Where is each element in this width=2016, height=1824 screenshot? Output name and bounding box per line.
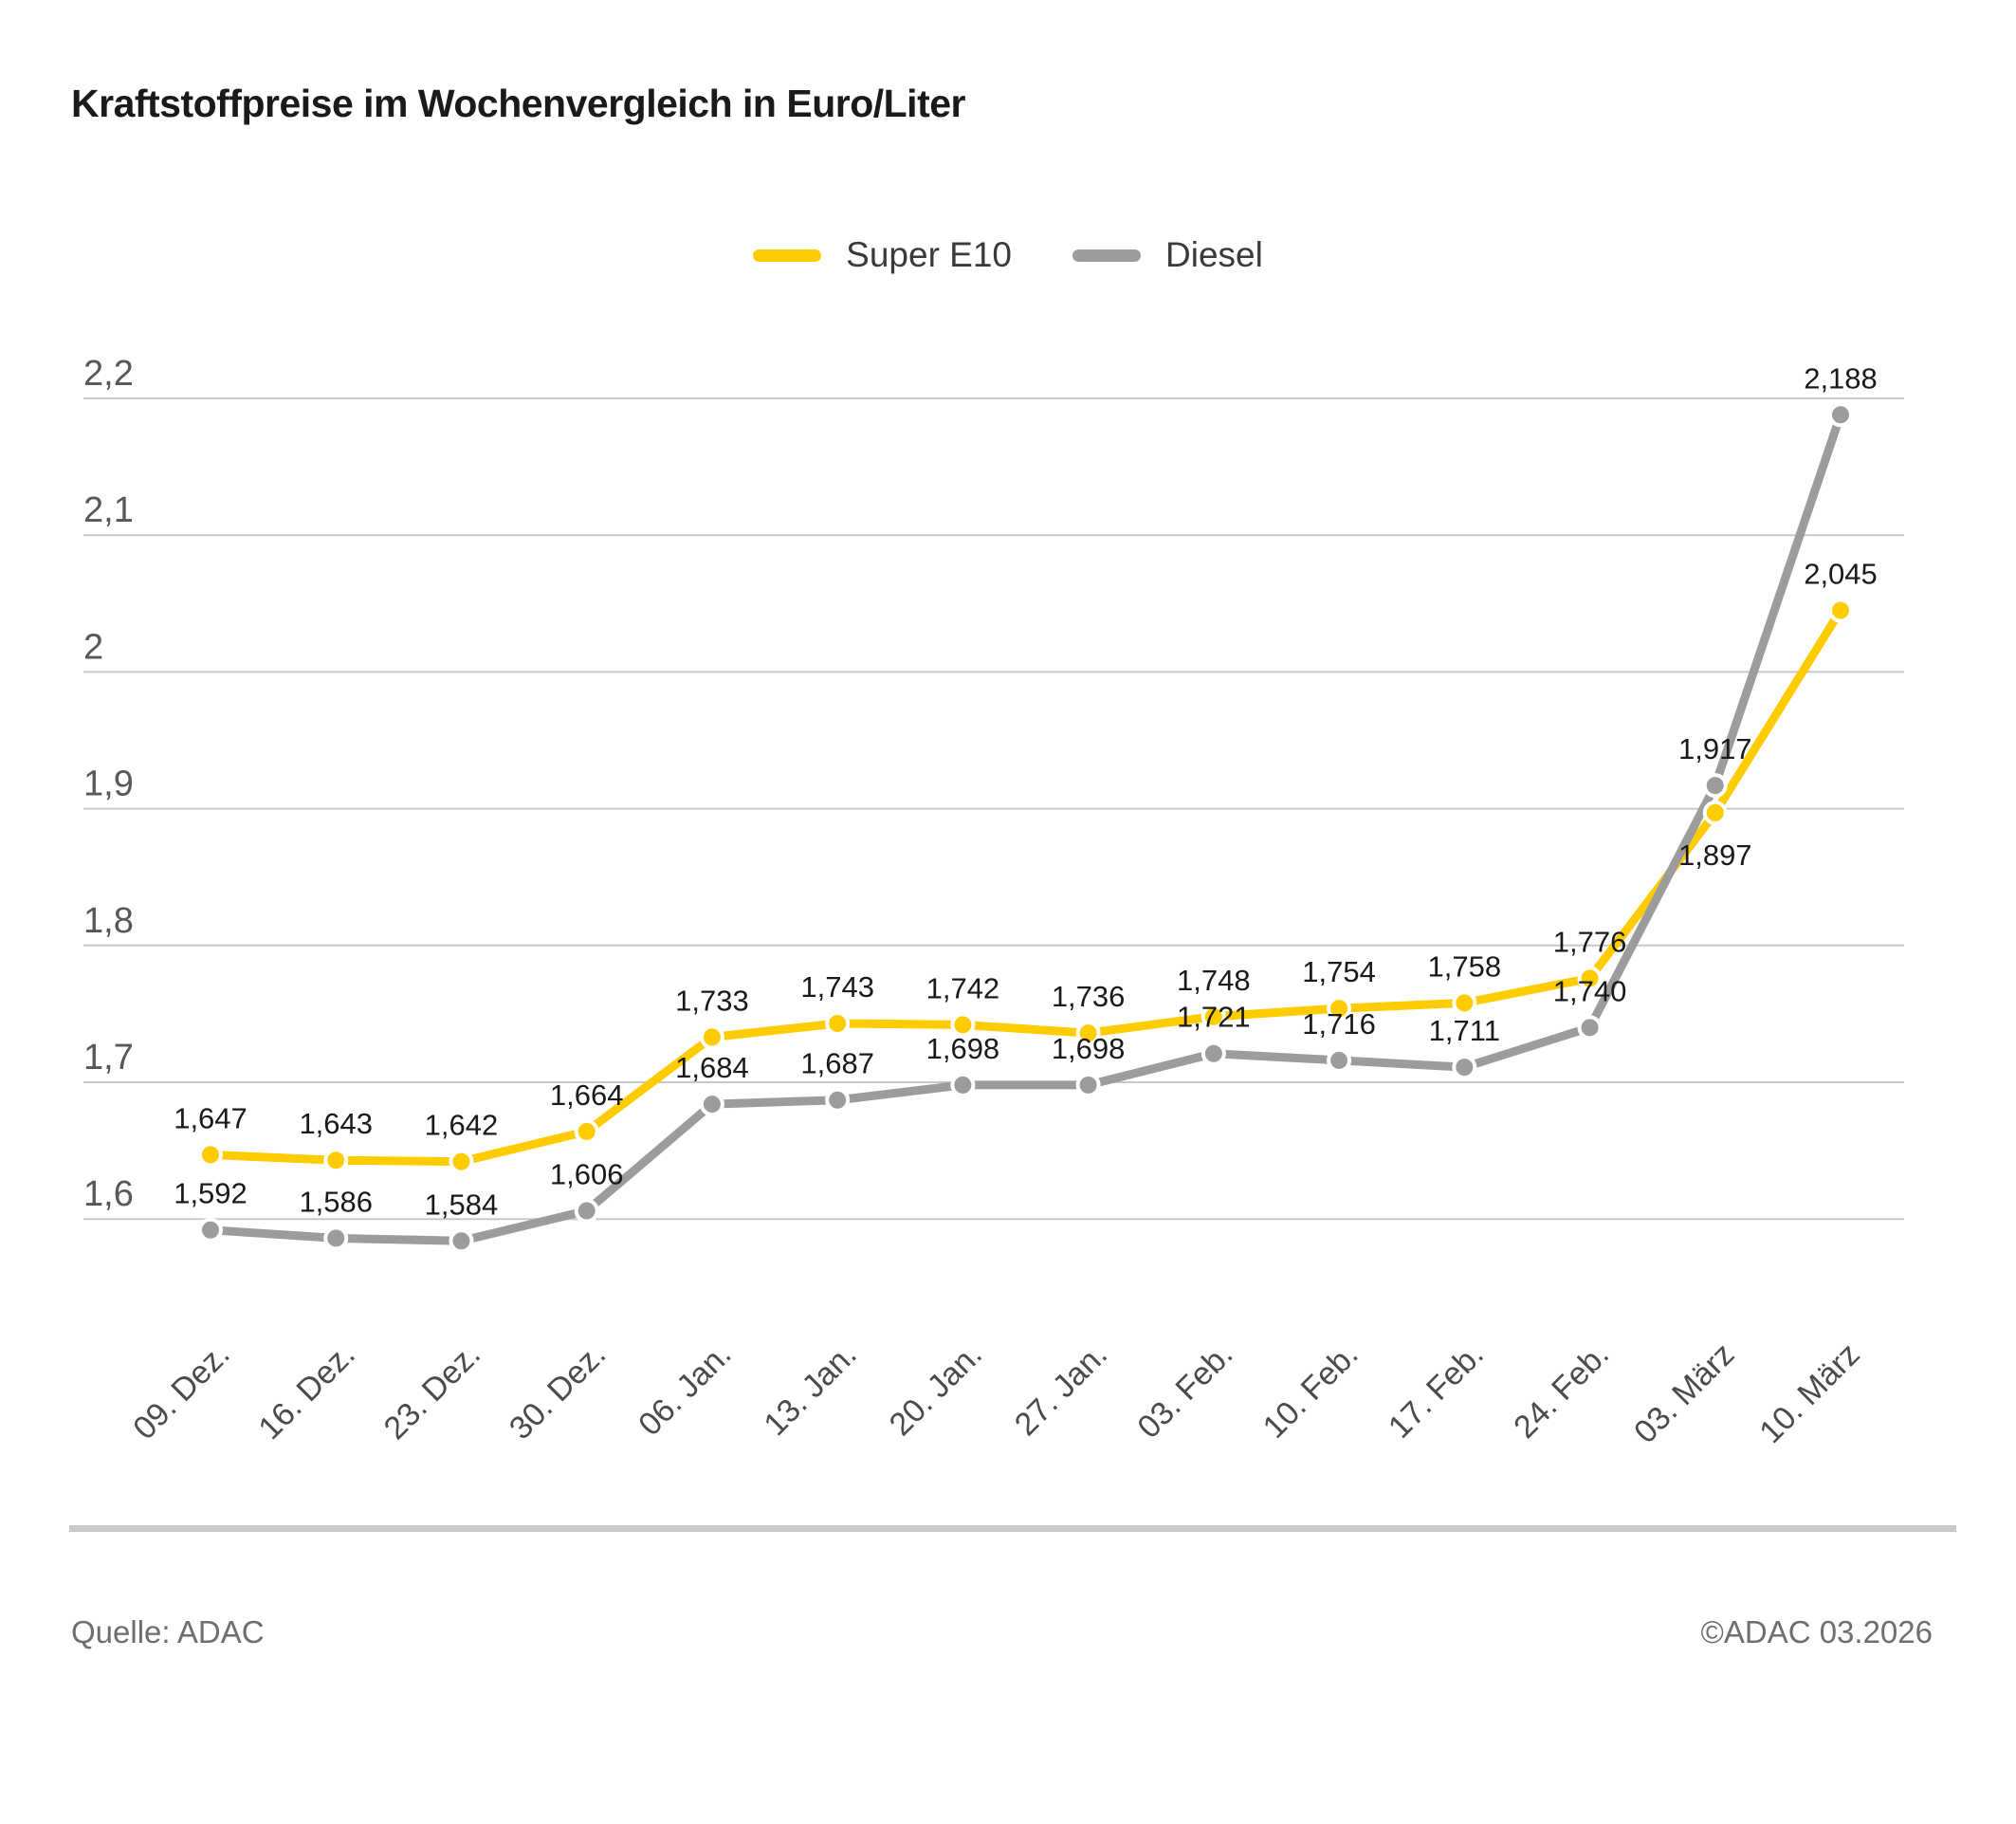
data-point-label-diesel: 1,687 bbox=[800, 1047, 874, 1080]
x-axis-label: 24. Feb. bbox=[1507, 1336, 1616, 1446]
data-point-label-super-e10: 1,776 bbox=[1553, 925, 1627, 958]
data-point-label-diesel: 2,188 bbox=[1804, 361, 1878, 395]
legend-item-super-e10: Super E10 bbox=[753, 235, 1012, 275]
data-point-label-super-e10: 1,748 bbox=[1177, 964, 1251, 997]
data-point-label-diesel: 1,584 bbox=[425, 1188, 499, 1221]
legend-label-super-e10: Super E10 bbox=[846, 235, 1013, 274]
y-axis-tick-label: 2,2 bbox=[83, 354, 134, 394]
legend-item-diesel: Diesel bbox=[1072, 235, 1263, 275]
series-line-diesel bbox=[206, 410, 1845, 1245]
y-axis-tick-label: 2 bbox=[83, 627, 103, 667]
data-point-label-super-e10: 1,642 bbox=[425, 1109, 499, 1142]
data-point-super-e10 bbox=[574, 1118, 599, 1144]
data-point-super-e10 bbox=[198, 1142, 223, 1168]
data-point-super-e10 bbox=[1200, 1004, 1226, 1029]
data-point-label-diesel: 1,684 bbox=[675, 1051, 749, 1084]
data-point-diesel bbox=[1828, 402, 1854, 428]
y-axis-tick-label: 1,7 bbox=[83, 1038, 134, 1078]
data-point-label-diesel: 1,711 bbox=[1429, 1014, 1500, 1047]
x-axis-label: 16. Dez. bbox=[251, 1336, 361, 1446]
data-point-diesel bbox=[449, 1228, 474, 1254]
data-point-label-diesel: 1,917 bbox=[1678, 732, 1752, 765]
x-axis-label: 10. Feb. bbox=[1256, 1336, 1365, 1446]
data-point-label-diesel: 1,740 bbox=[1553, 974, 1627, 1007]
x-axis-label: 27. Jan. bbox=[1008, 1336, 1114, 1443]
data-point-super-e10 bbox=[1702, 800, 1728, 825]
x-axis-label: 06. Jan. bbox=[632, 1336, 738, 1443]
data-point-diesel bbox=[1702, 773, 1728, 799]
data-point-label-super-e10: 1,647 bbox=[174, 1101, 247, 1134]
data-point-super-e10 bbox=[825, 1010, 851, 1036]
data-point-label-diesel: 1,716 bbox=[1302, 1007, 1376, 1041]
data-point-diesel bbox=[1577, 1015, 1603, 1041]
data-point-diesel bbox=[825, 1087, 851, 1113]
data-point-label-diesel: 1,698 bbox=[926, 1032, 1000, 1065]
data-point-diesel bbox=[699, 1092, 724, 1117]
data-point-label-super-e10: 1,736 bbox=[1052, 980, 1126, 1013]
data-point-label-super-e10: 2,045 bbox=[1804, 558, 1878, 591]
x-axis-label: 17. Feb. bbox=[1382, 1336, 1491, 1446]
data-point-label-super-e10: 1,643 bbox=[299, 1107, 373, 1140]
legend-swatch-super-e10 bbox=[753, 249, 822, 262]
series-line-super-e10 bbox=[206, 606, 1845, 1167]
data-point-label-super-e10: 1,754 bbox=[1302, 955, 1376, 988]
copyright-text: ©ADAC 03.2026 bbox=[1700, 1614, 1933, 1649]
footer: Quelle: ADAC ©ADAC 03.2026 bbox=[71, 1614, 1933, 1650]
source-text: Quelle: ADAC bbox=[71, 1614, 265, 1649]
data-point-diesel bbox=[574, 1198, 599, 1224]
data-point-label-super-e10: 1,733 bbox=[675, 984, 749, 1017]
line-chart-plot: 2,2 2,1 2 1,9 1,8 1,7 1,6 09. Dez. 16. Dez. 23. D… bbox=[83, 354, 1904, 1450]
data-point-label-super-e10: 1,664 bbox=[550, 1078, 624, 1112]
chart-legend: Super E10 Diesel bbox=[0, 235, 2016, 275]
x-axis-label: 03. März bbox=[1627, 1336, 1741, 1450]
y-axis-tick-label: 1,8 bbox=[83, 901, 134, 941]
data-point-label-diesel: 1,592 bbox=[174, 1177, 247, 1210]
x-axis-label: 09. Dez. bbox=[126, 1336, 236, 1446]
y-axis-tick-label: 2,1 bbox=[83, 490, 134, 530]
data-point-diesel bbox=[1200, 1041, 1226, 1066]
data-point-super-e10 bbox=[323, 1148, 349, 1173]
y-axis-tick-label: 1,6 bbox=[83, 1174, 134, 1214]
data-point-diesel bbox=[950, 1072, 976, 1097]
data-point-label-diesel: 1,721 bbox=[1177, 1001, 1251, 1034]
x-axis-label: 20. Jan. bbox=[883, 1336, 989, 1443]
chart-title: Kraftstoffpreise im Wochenvergleich in E… bbox=[71, 82, 965, 125]
data-point-super-e10 bbox=[950, 1012, 976, 1038]
data-point-super-e10 bbox=[1075, 1021, 1101, 1046]
legend-label-diesel: Diesel bbox=[1165, 235, 1263, 274]
data-point-label-diesel: 1,606 bbox=[550, 1158, 624, 1191]
data-point-super-e10 bbox=[699, 1024, 724, 1050]
x-axis-label: 13. Jan. bbox=[757, 1336, 863, 1443]
x-axis-label: 23. Dez. bbox=[377, 1336, 487, 1446]
x-axis-label: 03. Feb. bbox=[1130, 1336, 1239, 1446]
data-point-super-e10 bbox=[1577, 966, 1603, 991]
data-point-label-super-e10: 1,758 bbox=[1428, 949, 1502, 983]
x-axis-label: 30. Dez. bbox=[503, 1336, 613, 1446]
data-point-diesel bbox=[323, 1225, 349, 1251]
y-axis-tick-label: 1,9 bbox=[83, 765, 134, 804]
data-point-super-e10 bbox=[1828, 598, 1854, 623]
legend-swatch-diesel bbox=[1072, 249, 1142, 262]
data-point-label-super-e10: 1,742 bbox=[926, 971, 1000, 1004]
data-point-diesel bbox=[1452, 1055, 1477, 1080]
data-point-super-e10 bbox=[1327, 996, 1352, 1022]
data-point-diesel bbox=[198, 1217, 223, 1243]
data-point-label-super-e10: 1,743 bbox=[800, 970, 874, 1004]
data-point-label-diesel: 1,698 bbox=[1052, 1032, 1126, 1065]
data-point-label-super-e10: 1,897 bbox=[1678, 838, 1752, 872]
x-axis-label: 10. März bbox=[1752, 1336, 1866, 1450]
data-point-diesel bbox=[1327, 1047, 1352, 1073]
data-point-super-e10 bbox=[1452, 990, 1477, 1016]
data-point-super-e10 bbox=[449, 1149, 474, 1174]
data-point-diesel bbox=[1075, 1072, 1101, 1097]
footer-divider bbox=[69, 1525, 1956, 1532]
data-point-label-diesel: 1,586 bbox=[299, 1185, 373, 1218]
